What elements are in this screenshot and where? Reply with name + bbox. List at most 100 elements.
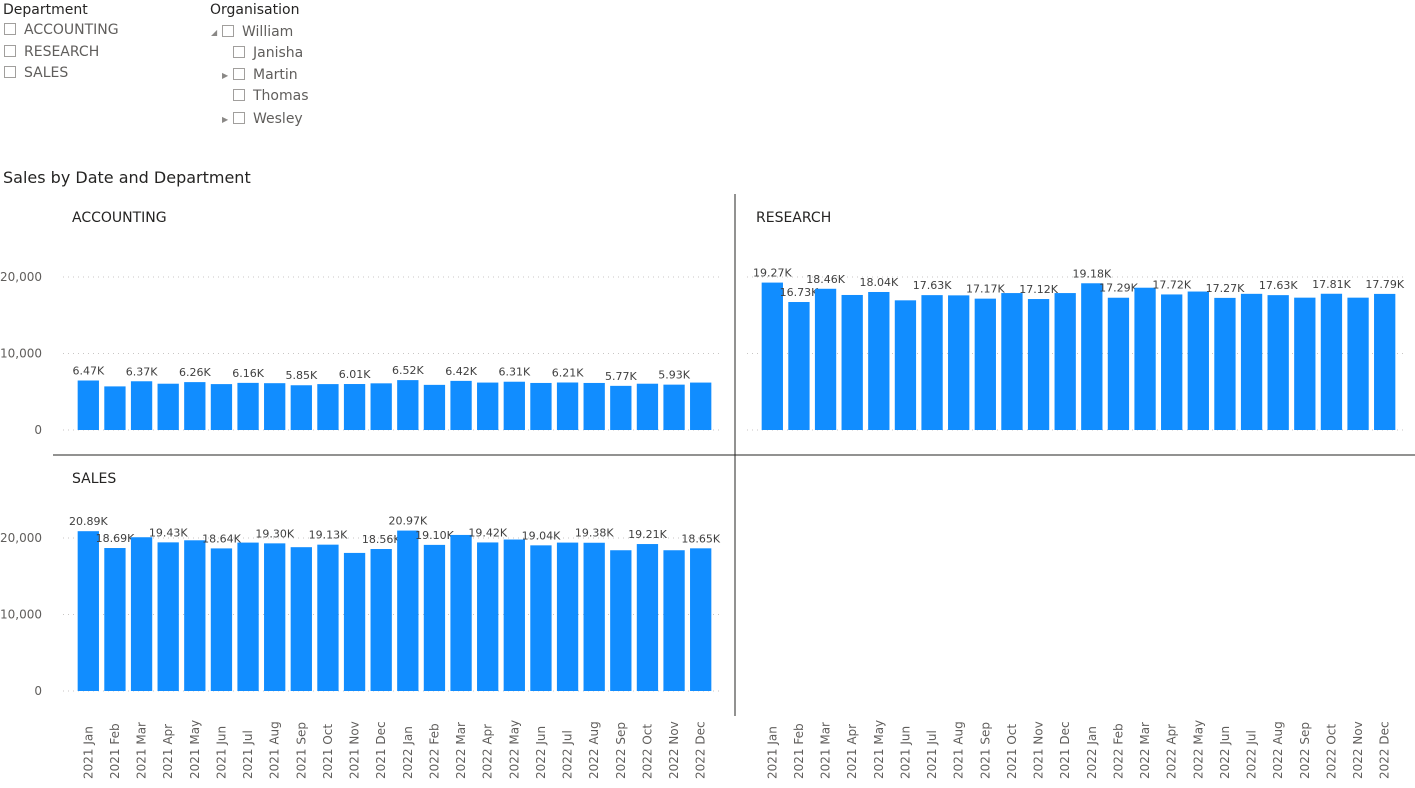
data-label: 17.17K: [966, 283, 1005, 296]
x-tick-label: 2022 Sep: [614, 722, 628, 779]
checkbox-icon[interactable]: [233, 68, 245, 80]
data-label: 17.72K: [1152, 278, 1191, 291]
organisation-slicer: Organisation: [210, 0, 299, 20]
checkbox-icon[interactable]: [4, 45, 16, 57]
bar: [814, 288, 837, 430]
y-tick-label: 0: [34, 684, 42, 698]
data-label: 19.21K: [628, 528, 667, 541]
bar: [477, 542, 499, 691]
bar: [157, 383, 179, 430]
slicer-item-martin[interactable]: Martin: [233, 65, 298, 85]
checkbox-icon[interactable]: [233, 46, 245, 58]
bar: [1054, 293, 1076, 430]
data-label: 19.18K: [1072, 267, 1111, 280]
x-tick-label: 2022 Jan: [1085, 726, 1099, 779]
slicer-item-william[interactable]: William: [222, 22, 293, 42]
checkbox-icon[interactable]: [4, 23, 16, 35]
data-label: 17.27K: [1206, 282, 1245, 295]
data-label: 17.29K: [1099, 282, 1138, 295]
bar: [690, 548, 712, 691]
bar: [290, 547, 312, 691]
x-tick-label: 2022 Jun: [1218, 726, 1232, 779]
collapse-triangle-icon[interactable]: ◢: [211, 28, 218, 37]
y-tick-label: 20,000: [0, 270, 42, 284]
x-tick-label: 2022 Aug: [1271, 721, 1285, 779]
slicer-item-janisha[interactable]: Janisha: [233, 43, 303, 63]
data-label: 6.01K: [339, 368, 371, 381]
bar: [317, 384, 339, 430]
bar: [1347, 297, 1369, 430]
slicer-item-label: Martin: [253, 67, 298, 83]
x-tick-label: 2021 Feb: [108, 723, 122, 779]
data-label: 18.69K: [96, 532, 135, 545]
organisation-slicer-title: Organisation: [210, 2, 300, 18]
x-tick-label: 2021 May: [872, 720, 886, 779]
x-tick-label: 2022 Sep: [1298, 722, 1312, 779]
bar: [663, 550, 685, 691]
bar: [894, 300, 917, 430]
data-label: 18.56K: [362, 533, 401, 546]
department-slicer: Department: [3, 0, 88, 20]
x-tick-label: 2021 Aug: [952, 721, 966, 779]
bar: [1214, 297, 1236, 430]
small-multiples-bar-chart: ACCOUNTING 0 10,000 20,000 6.47K 6.37K 6.26K 6.…: [0, 194, 1415, 779]
x-tick-label: 2022 Apr: [481, 724, 495, 779]
x-tick-label: 2021 Feb: [792, 723, 806, 779]
x-tick-label: 2022 Jul: [1245, 730, 1259, 779]
expand-triangle-icon[interactable]: ▶: [222, 115, 229, 124]
checkbox-icon[interactable]: [222, 25, 234, 37]
bar: [788, 302, 810, 430]
bar: [761, 282, 783, 430]
slicer-item-label: Thomas: [253, 88, 309, 104]
bar: [663, 384, 685, 430]
x-tick-label: 2021 Jan: [765, 726, 779, 779]
x-tick-label: 2021 Sep: [978, 722, 992, 779]
checkbox-icon[interactable]: [233, 89, 245, 101]
data-label: 19.42K: [468, 526, 507, 539]
data-label: 6.21K: [552, 366, 584, 379]
bar: [610, 385, 632, 430]
slicer-item-label: Wesley: [253, 111, 303, 127]
expand-triangle-icon[interactable]: ▶: [222, 71, 229, 80]
panel-title: ACCOUNTING: [72, 210, 167, 226]
slicer-item-accounting[interactable]: ACCOUNTING: [4, 20, 119, 40]
bar: [556, 542, 579, 691]
data-label: 18.46K: [806, 273, 845, 286]
data-label: 17.79K: [1365, 278, 1404, 291]
slicer-item-sales[interactable]: SALES: [4, 63, 68, 83]
data-label: 17.12K: [1019, 283, 1058, 296]
bar: [1081, 283, 1103, 430]
slicer-item-thomas[interactable]: Thomas: [233, 86, 309, 106]
data-label: 17.81K: [1312, 278, 1351, 291]
data-label: 18.65K: [681, 532, 720, 545]
bar: [556, 382, 579, 430]
slicer-item-research[interactable]: RESEARCH: [4, 42, 99, 62]
bar: [1134, 287, 1156, 430]
panel-title: SALES: [72, 471, 116, 487]
data-label: 6.47K: [72, 365, 104, 378]
bar: [1001, 293, 1023, 430]
bar: [610, 550, 632, 691]
x-tick-label: 2022 Oct: [640, 724, 654, 779]
x-tick-label: 2022 May: [507, 720, 521, 779]
data-label: 19.43K: [149, 526, 188, 539]
visual-title: Sales by Date and Department: [3, 168, 251, 187]
department-slicer-title: Department: [3, 2, 88, 18]
checkbox-icon[interactable]: [4, 66, 16, 78]
checkbox-icon[interactable]: [233, 112, 245, 124]
bar: [503, 539, 525, 691]
data-label: 6.42K: [445, 365, 477, 378]
bar: [370, 549, 392, 691]
x-tick-label: 2022 Feb: [427, 723, 441, 779]
bar: [1161, 294, 1183, 430]
x-tick-label: 2021 May: [188, 720, 202, 779]
data-label: 18.04K: [859, 276, 898, 289]
x-tick-label: 2021 Jul: [925, 730, 939, 779]
bar: [1107, 297, 1130, 430]
slicer-item-wesley[interactable]: Wesley: [233, 109, 303, 129]
slicer-item-label: RESEARCH: [24, 44, 100, 60]
data-label: 6.37K: [126, 365, 158, 378]
x-tick-label: 2022 Jul: [561, 730, 575, 779]
data-label: 19.04K: [522, 529, 561, 542]
x-tick-label: 2022 Jun: [534, 726, 548, 779]
